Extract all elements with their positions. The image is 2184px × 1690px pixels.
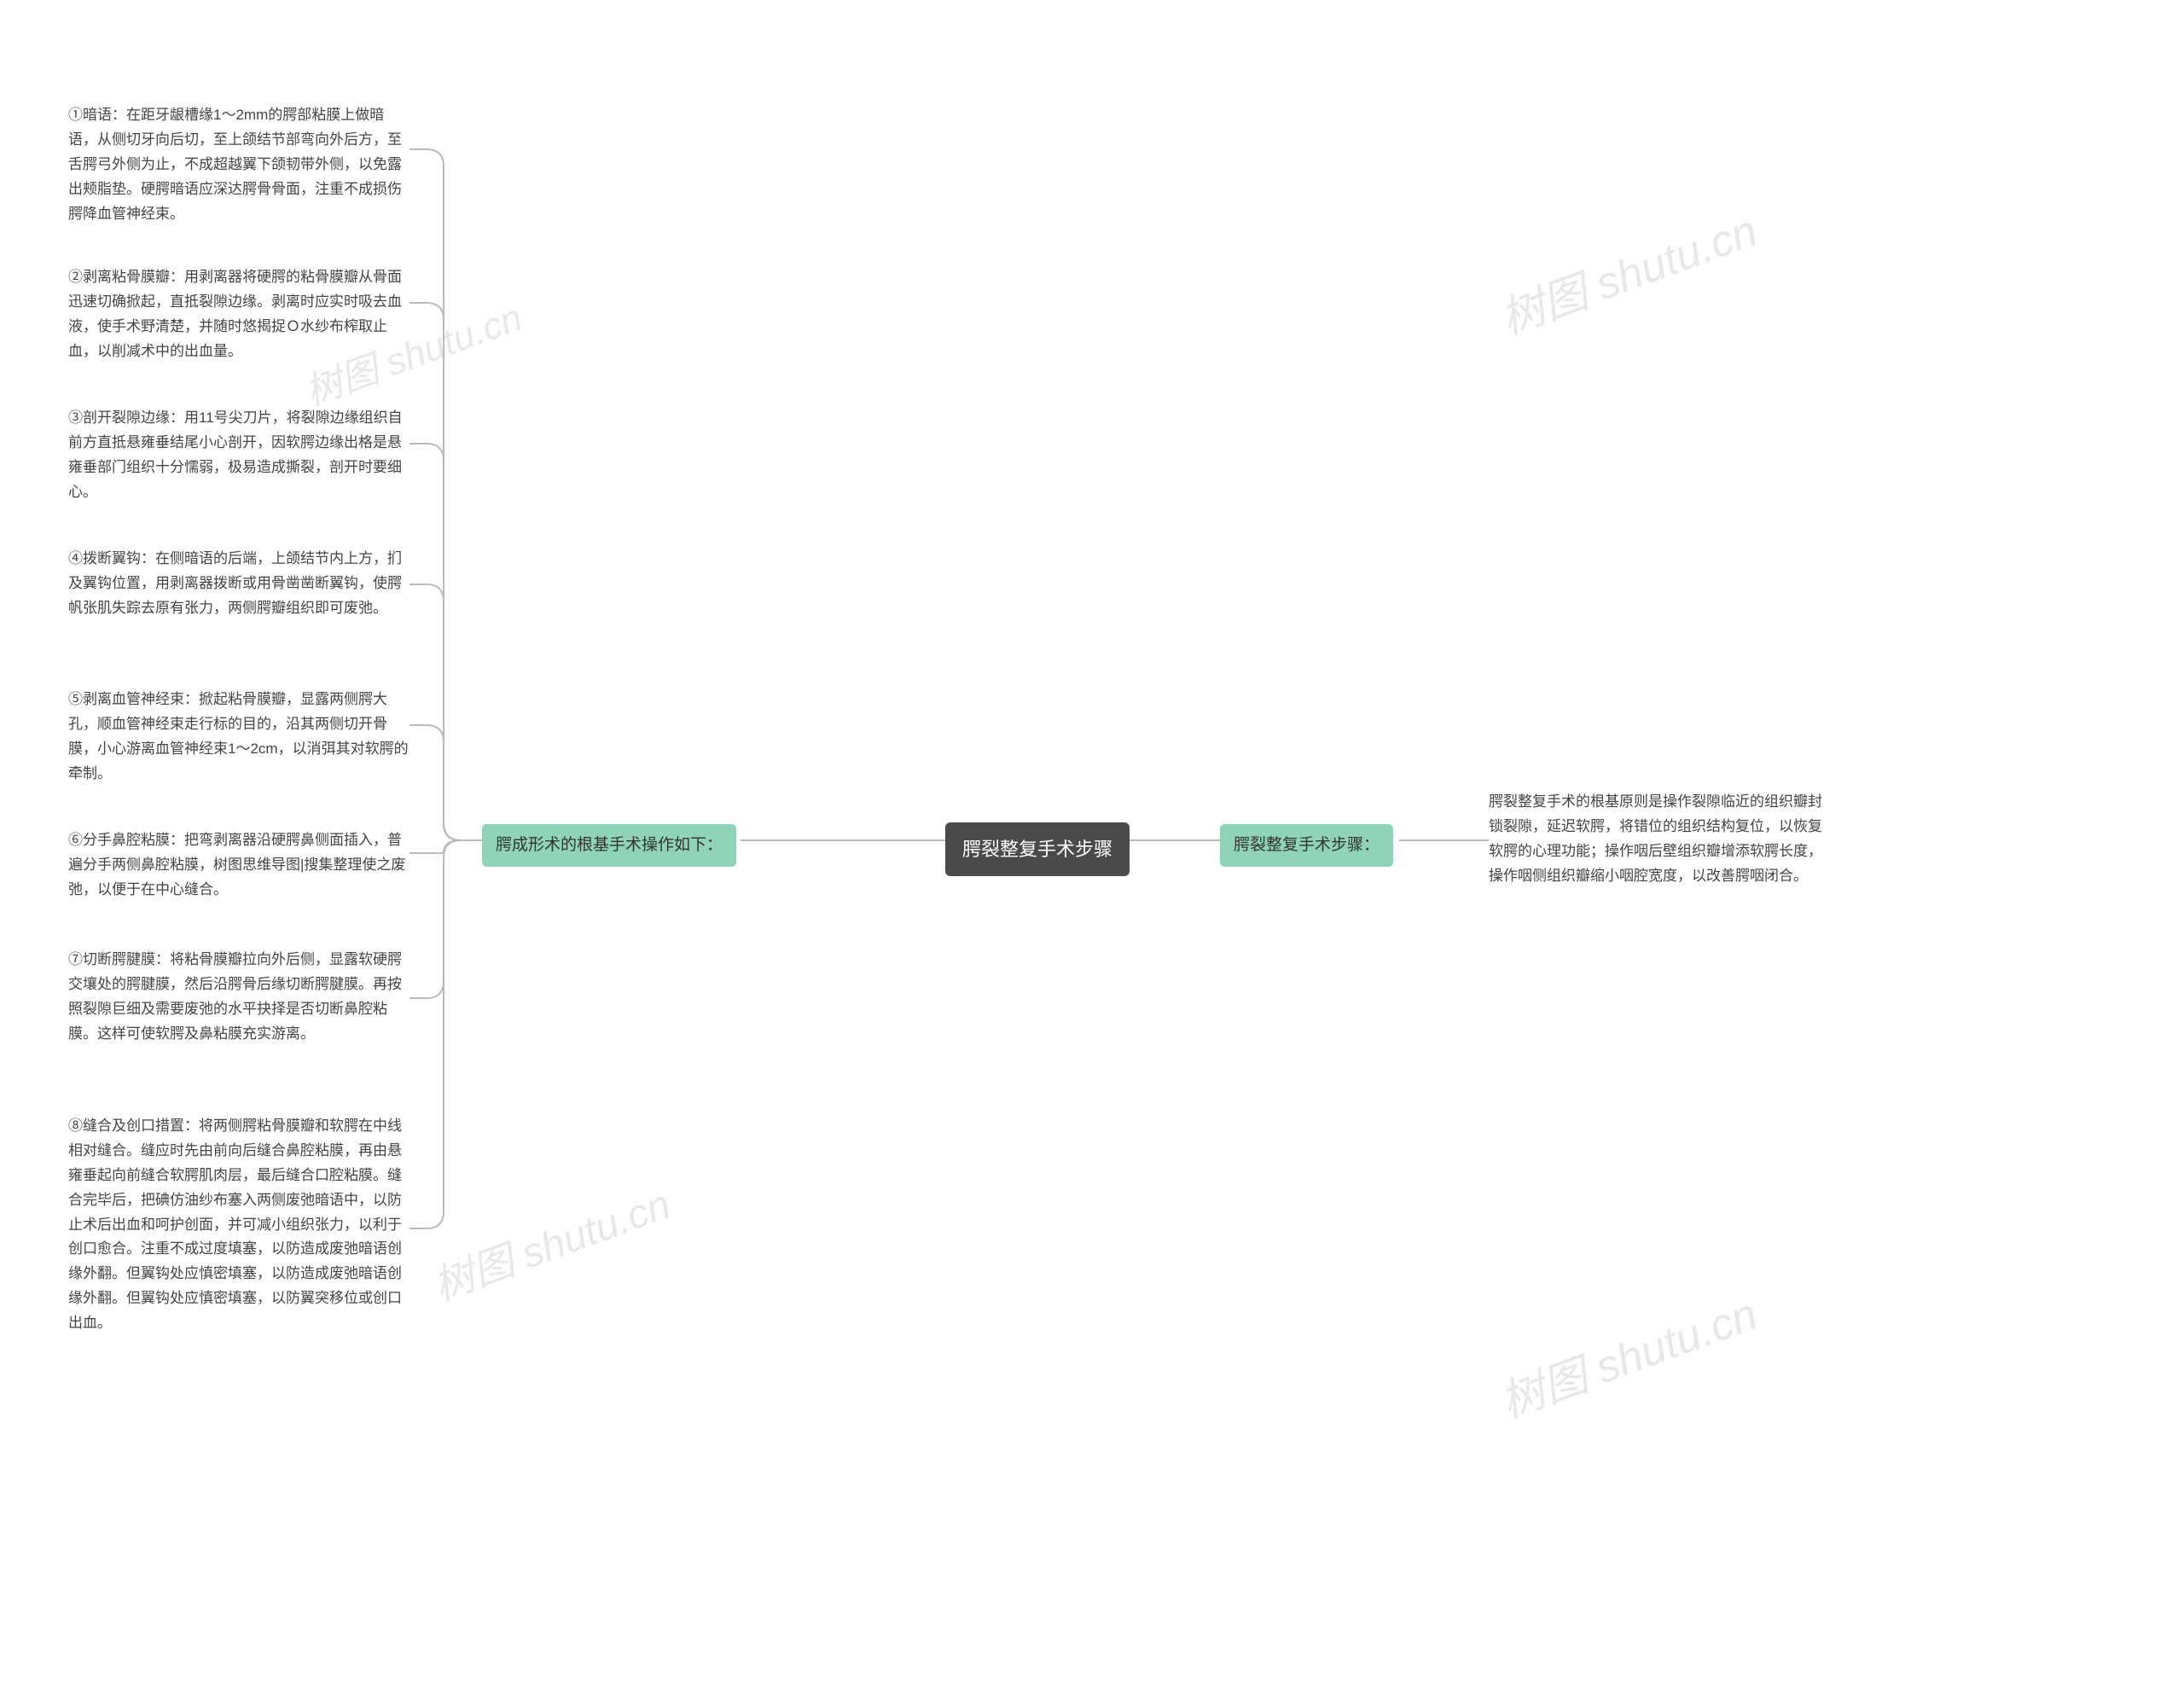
leaf-step-4: ④拨断翼钩：在侧暗语的后端，上颌结节内上方，扪及翼钩位置，用剥离器拨断或用骨凿凿… bbox=[68, 542, 410, 626]
leaf-step-6: ⑥分手鼻腔粘膜：把弯剥离器沿硬腭鼻侧面插入，普遍分手两侧鼻腔粘膜，树图思维导图|… bbox=[68, 823, 410, 908]
leaf-step-7: ⑦切断腭腱膜：将粘骨膜瓣拉向外后侧，显露软硬腭交壤处的腭腱膜，然后沿腭骨后缘切断… bbox=[68, 943, 410, 1052]
leaf-step-2: ②剥离粘骨膜瓣：用剥离器将硬腭的粘骨膜瓣从骨面迅速切确掀起，直抵裂隙边缘。剥离时… bbox=[68, 260, 410, 369]
leaf-step-3: ③剖开裂隙边缘：用11号尖刀片，将裂隙边缘组织自前方直抵悬雍垂结尾小心剖开，因软… bbox=[68, 401, 410, 510]
leaf-right: 腭裂整复手术的根基原则是操作裂隙临近的组织瓣封锁裂隙，延迟软腭，将错位的组织结构… bbox=[1489, 785, 1830, 894]
watermark-2: 树图 shutu.cn bbox=[1490, 195, 1765, 346]
leaf-step-5: ⑤剥离血管神经束：掀起粘骨膜瓣，显露两侧腭大孔，顺血管神经束走行标的目的，沿其两… bbox=[68, 682, 410, 792]
branch-left[interactable]: 腭成形术的根基手术操作如下： bbox=[482, 824, 736, 867]
watermark-4: 树图 shutu.cn bbox=[1490, 1278, 1765, 1430]
mindmap-root[interactable]: 腭裂整复手术步骤 bbox=[945, 822, 1130, 876]
leaf-step-1: ①暗语：在距牙龈槽缘1～2mm的腭部粘膜上做暗语，从侧切牙向后切，至上颌结节部弯… bbox=[68, 98, 410, 231]
watermark-3: 树图 shutu.cn bbox=[424, 1170, 677, 1311]
leaf-step-8: ⑧缝合及创口措置：将两侧腭粘骨膜瓣和软腭在中线相对缝合。缝应时先由前向后缝合鼻腔… bbox=[68, 1109, 410, 1341]
branch-right[interactable]: 腭裂整复手术步骤： bbox=[1220, 824, 1393, 867]
